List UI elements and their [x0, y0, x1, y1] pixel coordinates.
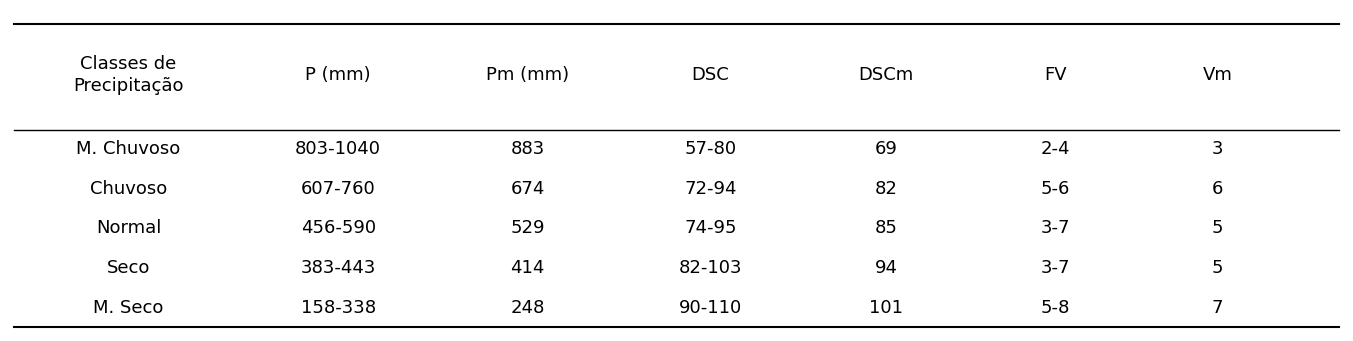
- Text: M. Seco: M. Seco: [93, 299, 164, 316]
- Text: 5: 5: [1212, 259, 1223, 277]
- Text: 803-1040: 803-1040: [295, 140, 382, 158]
- Text: 94: 94: [875, 259, 897, 277]
- Text: 2-4: 2-4: [1040, 140, 1070, 158]
- Text: 5: 5: [1212, 220, 1223, 237]
- Text: M. Chuvoso: M. Chuvoso: [76, 140, 181, 158]
- Text: 607-760: 607-760: [300, 180, 376, 198]
- Text: Pm (mm): Pm (mm): [486, 66, 570, 84]
- Text: 7: 7: [1212, 299, 1223, 316]
- Text: 883: 883: [510, 140, 545, 158]
- Text: 57-80: 57-80: [685, 140, 736, 158]
- Text: DSC: DSC: [691, 66, 729, 84]
- Text: 69: 69: [875, 140, 897, 158]
- Text: Classes de
Precipitação: Classes de Precipitação: [73, 55, 184, 95]
- Text: 101: 101: [869, 299, 904, 316]
- Text: FV: FV: [1045, 66, 1066, 84]
- Text: 383-443: 383-443: [300, 259, 376, 277]
- Text: 82: 82: [875, 180, 897, 198]
- Text: 5-6: 5-6: [1040, 180, 1070, 198]
- Text: 456-590: 456-590: [300, 220, 376, 237]
- Text: Normal: Normal: [96, 220, 161, 237]
- Text: 3: 3: [1212, 140, 1223, 158]
- Text: Chuvoso: Chuvoso: [89, 180, 168, 198]
- Text: P (mm): P (mm): [306, 66, 371, 84]
- Text: 248: 248: [510, 299, 545, 316]
- Text: 5-8: 5-8: [1040, 299, 1070, 316]
- Text: DSCm: DSCm: [859, 66, 913, 84]
- Text: 3-7: 3-7: [1040, 220, 1070, 237]
- Text: 414: 414: [510, 259, 545, 277]
- Text: 6: 6: [1212, 180, 1223, 198]
- Text: 74-95: 74-95: [685, 220, 736, 237]
- Text: 85: 85: [875, 220, 897, 237]
- Text: 529: 529: [510, 220, 545, 237]
- Text: 3-7: 3-7: [1040, 259, 1070, 277]
- Text: 82-103: 82-103: [679, 259, 741, 277]
- Text: Vm: Vm: [1203, 66, 1233, 84]
- Text: 72-94: 72-94: [685, 180, 736, 198]
- Text: 90-110: 90-110: [679, 299, 741, 316]
- Text: 674: 674: [510, 180, 545, 198]
- Text: Seco: Seco: [107, 259, 150, 277]
- Text: 158-338: 158-338: [300, 299, 376, 316]
